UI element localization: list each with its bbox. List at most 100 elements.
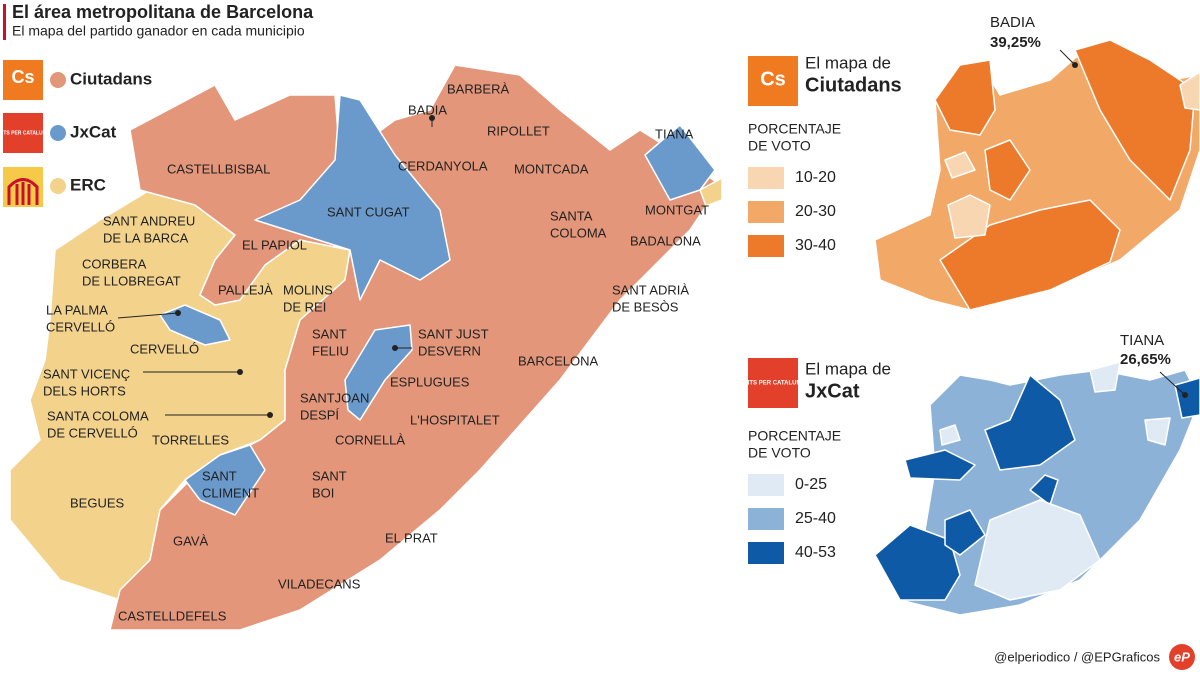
municipality-label: BEGUES (70, 495, 125, 510)
erc-logo-mark (7, 178, 39, 205)
municipality-label: FELIU (312, 343, 349, 358)
legend-swatch (748, 201, 784, 223)
municipality-label: SANT (312, 326, 347, 341)
legend-label: 25-40 (795, 510, 836, 527)
cs-logo-text: Cs (760, 68, 786, 90)
municipality-label: L'HOSPITALET (410, 412, 500, 427)
cs-logo (748, 56, 798, 106)
legend-swatch (748, 508, 784, 530)
municipality-label: SANT ADRIÀ (612, 282, 689, 297)
municipality-label: CERDANYOLA (398, 158, 488, 173)
municipality-label: DESPÍ (300, 407, 339, 422)
municipality-label: DELS HORTS (43, 383, 126, 398)
callout-value: 39,25% (990, 34, 1041, 51)
municipality-label: SANT (312, 468, 347, 483)
municipality-label: CORNELLÀ (335, 432, 405, 447)
cs-logo-text: Cs (11, 67, 34, 87)
municipality-label: CERVELLÓ (46, 319, 115, 334)
municipality-label: TIANA (655, 126, 694, 141)
region (939, 199, 1121, 311)
municipality-label: ESPLUGUES (390, 374, 470, 389)
legend-swatch (50, 72, 66, 88)
municipality-label: MOLINS (283, 282, 333, 297)
legend-swatch (748, 474, 784, 496)
region (109, 64, 721, 631)
municipality-label: EL PRAT (385, 530, 438, 545)
region (1144, 417, 1171, 446)
municipality-label: BARCELONA (518, 353, 599, 368)
cs-logo (3, 60, 43, 100)
legend-title: DE VOTO (748, 445, 811, 461)
region (974, 499, 1101, 601)
dot (267, 412, 273, 418)
municipality-label: MONTGAT (645, 202, 709, 217)
region (1179, 71, 1200, 111)
region (874, 524, 961, 601)
municipality-label: BARBERÀ (447, 81, 509, 96)
municipality-label: CASTELLDEFELS (118, 608, 227, 623)
legend-label: 40-53 (795, 544, 836, 561)
dot (1182, 392, 1188, 398)
municipality-label: CORBERA (82, 256, 147, 271)
region (934, 59, 996, 136)
region (947, 194, 991, 239)
municipality-label: SANT (202, 468, 237, 483)
title-bar (3, 4, 6, 40)
municipality-label: MONTCADA (514, 161, 589, 176)
ep-logo-text: eP (1174, 649, 1190, 664)
dot (1072, 62, 1078, 68)
municipality-label: DE LLOBREGAT (82, 273, 181, 288)
municipality-label: LA PALMA (46, 302, 108, 317)
title: El área metropolitana de Barcelona (12, 2, 314, 22)
municipality-label: SANTJOAN (300, 390, 369, 405)
municipality-label: BOI (312, 485, 334, 500)
dot (237, 369, 243, 375)
region (184, 444, 266, 516)
municipality-label: BADIA (408, 102, 447, 117)
municipality-label: CERVELLÓ (130, 341, 199, 356)
municipality-label: COLOMA (550, 225, 607, 240)
legend-title: DE VOTO (748, 138, 811, 154)
credit: @elperiodico / @EPGraficos (994, 649, 1160, 664)
region (254, 94, 451, 301)
municipality-label: CASTELLBISBAL (167, 161, 270, 176)
legend-title: PORCENTAJE (748, 428, 841, 444)
municipality-label: DESVERN (418, 343, 481, 358)
municipality-label: RIPOLLET (487, 123, 550, 138)
municipality-label: BADALONA (630, 233, 701, 248)
legend-label: Ciutadans (70, 69, 152, 88)
region (904, 449, 976, 481)
legend-label: JxCat (70, 122, 117, 141)
municipality-label: DE REI (283, 299, 326, 314)
region (1089, 361, 1121, 393)
callout-name: TIANA (1120, 332, 1164, 349)
legend-swatch (748, 542, 784, 564)
municipality-label: DE LA BARCA (103, 230, 189, 245)
legend-swatch (50, 178, 66, 194)
municipality-label: DE BESÒS (612, 299, 679, 314)
municipality-label: PALLEJÀ (218, 282, 273, 297)
map-prefix: El mapa de (805, 53, 891, 72)
municipality-label: GAVÀ (173, 533, 208, 548)
municipality-label: DE CERVELLÓ (47, 425, 138, 440)
cs-map (874, 39, 1200, 311)
region (939, 424, 961, 446)
map-party: JxCat (805, 380, 860, 402)
region (1029, 474, 1059, 506)
municipality-label: SANTA COLOMA (47, 408, 149, 423)
callout-value: 26,65% (1120, 351, 1171, 368)
municipality-label: SANT ANDREU (103, 213, 195, 228)
jx-logo-text: JUNTS PER CATALUNYA (0, 130, 53, 136)
legend-label: ERC (70, 175, 106, 194)
municipality-label: TORRELLES (152, 432, 229, 447)
legend-label: 20-30 (795, 203, 836, 220)
legend-swatch (50, 125, 66, 141)
region (984, 139, 1031, 201)
municipality-label: CLIMENT (202, 485, 259, 500)
region (1074, 39, 1196, 201)
region (944, 151, 976, 179)
jx-logo-text: JUNTS PER CATALUNYA (737, 381, 809, 387)
municipality-label: SANT VICENÇ (43, 366, 130, 381)
